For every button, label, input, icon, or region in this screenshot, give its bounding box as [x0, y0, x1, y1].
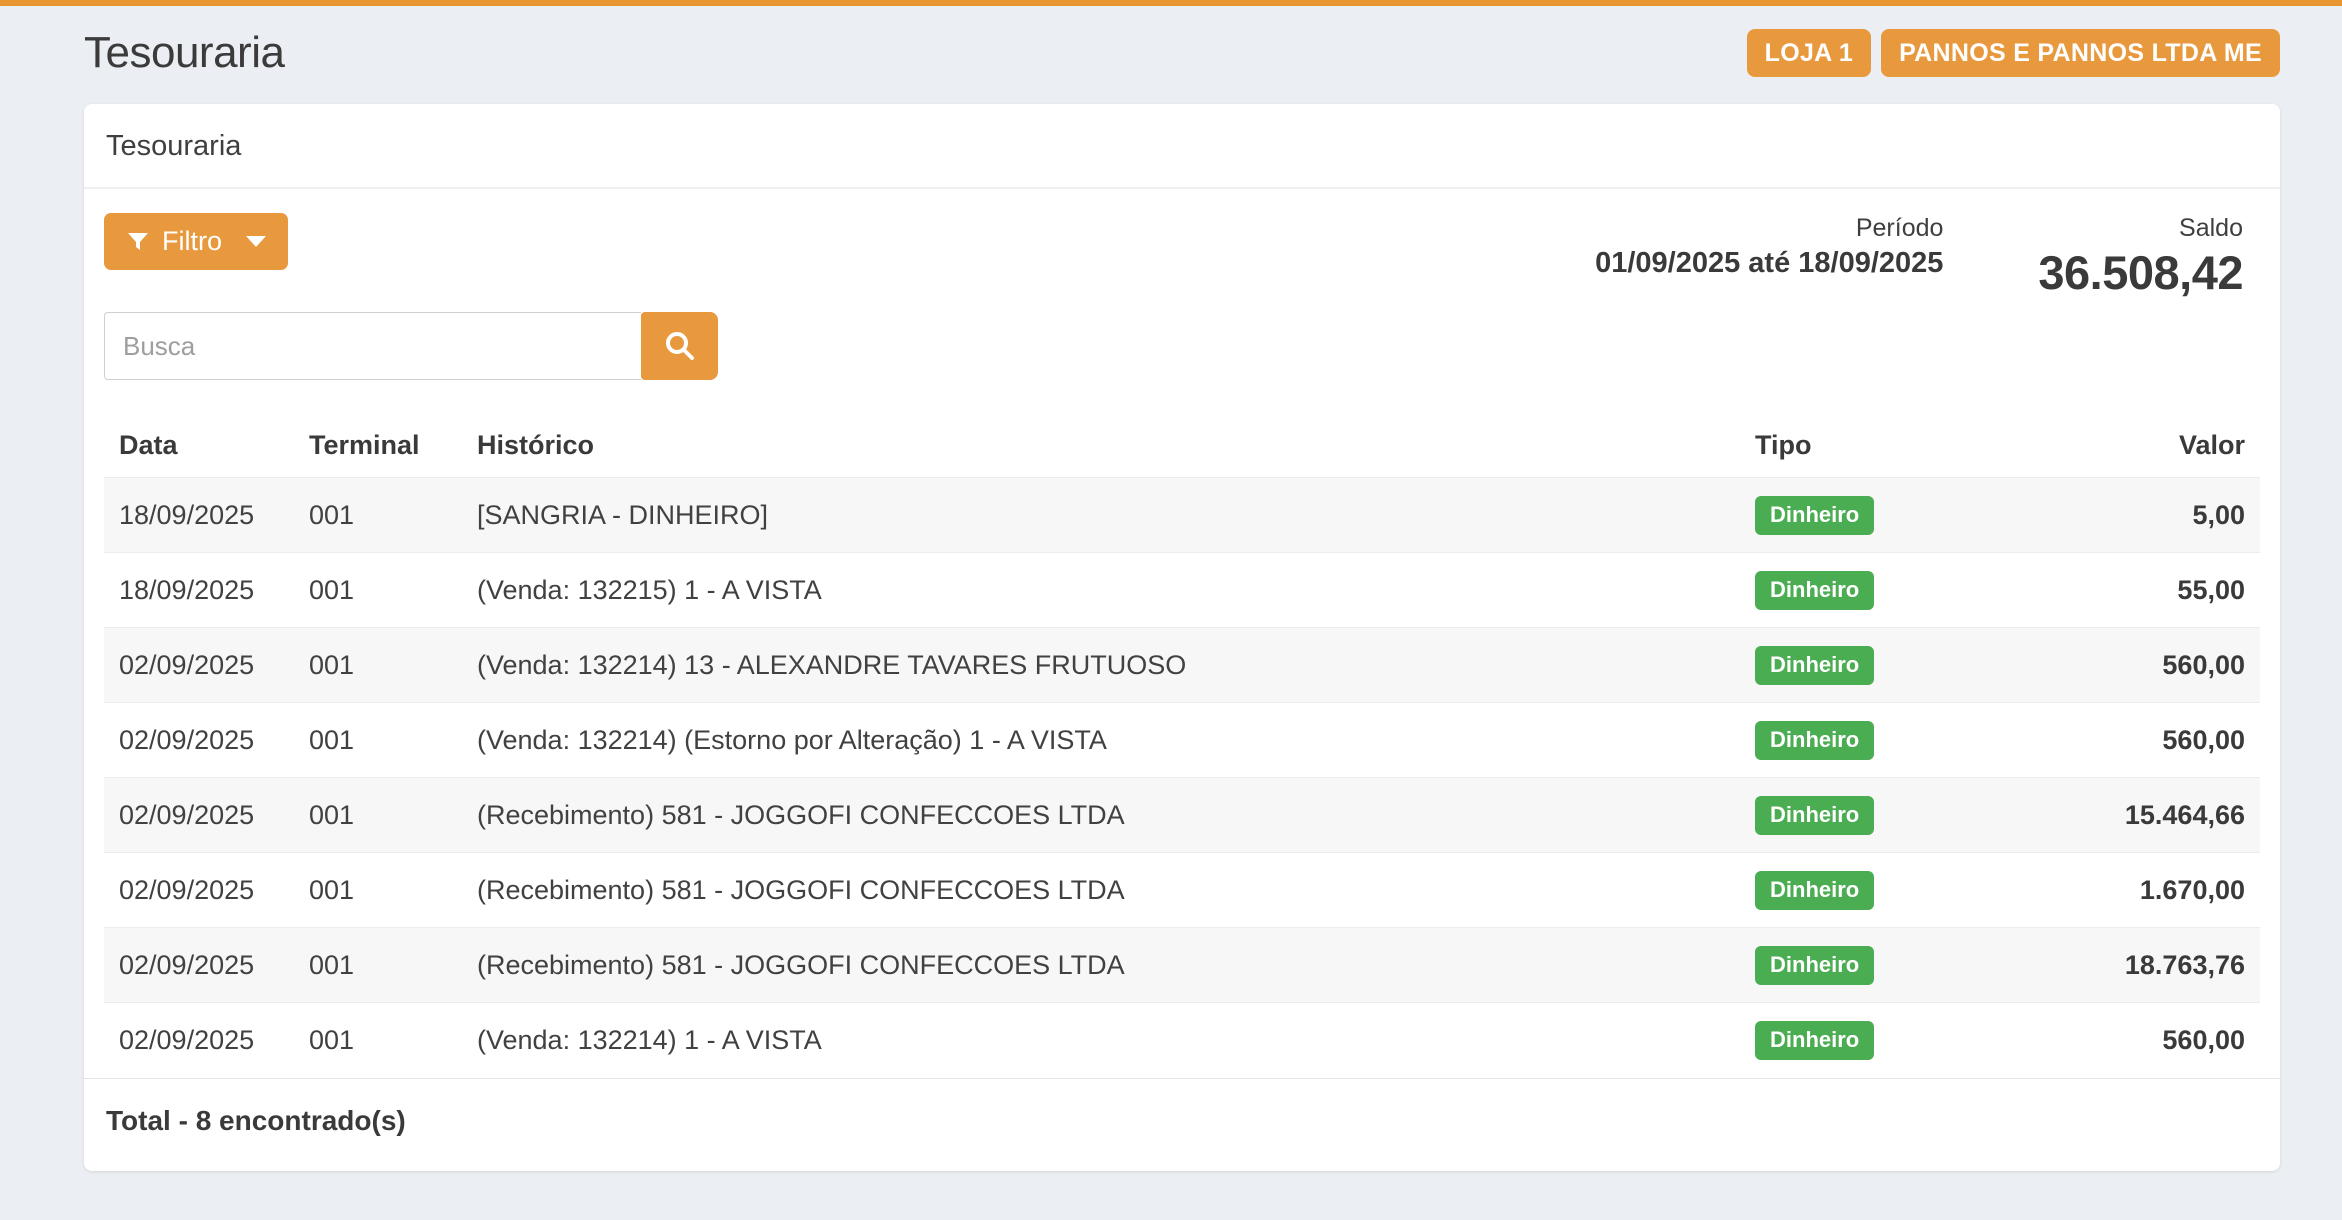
table-row[interactable]: 18/09/2025 001 [SANGRIA - DINHEIRO] Dinheir…	[104, 477, 2260, 553]
funnel-icon	[126, 230, 150, 254]
cell-historico: (Venda: 132214) 1 - A VISTA	[477, 1024, 822, 1055]
cell-terminal: 001	[309, 874, 355, 905]
cell-valor: 55,00	[2177, 574, 2245, 605]
cell-historico: (Venda: 132215) 1 - A VISTA	[477, 574, 822, 605]
table-row[interactable]: 02/09/2025 001 (Venda: 132214) 1 - A VISTA…	[104, 1002, 2260, 1078]
tipo-badge: Dinheiro	[1755, 870, 1875, 910]
page-title: Tesouraria	[84, 28, 285, 77]
cell-historico: (Recebimento) 581 - JOGGOFI CONFECCOES L…	[477, 949, 1125, 980]
total-count: Total - 8 encontrado(s)	[84, 1077, 2280, 1171]
cell-valor: 5,00	[2192, 499, 2245, 530]
cell-tipo: Dinheiro	[1740, 478, 2070, 553]
periodo-value: 01/09/2025 até 18/09/2025	[1595, 247, 1944, 279]
search-button[interactable]	[641, 312, 718, 380]
cell-tipo: Dinheiro	[1740, 853, 2070, 928]
tipo-badge: Dinheiro	[1755, 945, 1875, 985]
table-row[interactable]: 02/09/2025 001 (Venda: 132214) (Estorno po…	[104, 702, 2260, 778]
cell-data: 02/09/2025	[119, 799, 255, 830]
cell-data: 02/09/2025	[119, 724, 255, 755]
column-header-historico: Histórico	[477, 430, 595, 460]
tipo-badge: Dinheiro	[1755, 1020, 1875, 1060]
cell-historico: (Venda: 132214) 13 - ALEXANDRE TAVARES F…	[477, 649, 1187, 680]
company-button[interactable]: PANNOS E PANNOS LTDA ME	[1881, 29, 2280, 77]
cell-tipo: Dinheiro	[1740, 553, 2070, 628]
table-body: 18/09/2025 001 [SANGRIA - DINHEIRO] Dinheir…	[104, 477, 2260, 1078]
chevron-down-icon	[246, 236, 266, 247]
column-header-data: Data	[119, 430, 178, 460]
cell-tipo: Dinheiro	[1740, 1003, 2070, 1078]
tesouraria-card: Tesouraria Filtro Período 01/09/2025 até…	[84, 104, 2280, 1171]
store-button[interactable]: LOJA 1	[1746, 29, 1872, 77]
saldo-block: Saldo 36.508,42	[2038, 213, 2243, 300]
periodo-block: Período 01/09/2025 até 18/09/2025	[1595, 213, 1943, 300]
table-row[interactable]: 02/09/2025 001 (Recebimento) 581 - JOGGOFI…	[104, 852, 2260, 928]
cell-historico: (Recebimento) 581 - JOGGOFI CONFECCOES L…	[477, 874, 1125, 905]
cell-valor: 18.763,76	[2124, 949, 2245, 980]
tipo-badge: Dinheiro	[1755, 495, 1875, 535]
header-tags: LOJA 1 PANNOS E PANNOS LTDA ME	[1746, 29, 2280, 77]
tipo-badge: Dinheiro	[1755, 720, 1875, 760]
table-row[interactable]: 02/09/2025 001 (Recebimento) 581 - JOGGOFI…	[104, 777, 2260, 853]
filter-label: Filtro	[162, 226, 222, 256]
tipo-badge: Dinheiro	[1755, 795, 1875, 835]
transactions-table: Data Terminal Histórico Tipo Valor 18/09…	[104, 408, 2260, 1078]
saldo-value: 36.508,42	[2038, 246, 2243, 299]
tipo-badge: Dinheiro	[1755, 570, 1875, 610]
cell-valor: 560,00	[2162, 724, 2245, 755]
search-group	[104, 312, 718, 380]
summary-stats: Período 01/09/2025 até 18/09/2025 Saldo …	[1595, 213, 2260, 300]
cell-data: 02/09/2025	[119, 649, 255, 680]
saldo-label: Saldo	[2179, 214, 2243, 242]
cell-tipo: Dinheiro	[1740, 928, 2070, 1003]
periodo-label: Período	[1855, 214, 1944, 242]
cell-terminal: 001	[309, 649, 355, 680]
cell-terminal: 001	[309, 499, 355, 530]
column-header-tipo: Tipo	[1755, 430, 1812, 460]
tipo-badge: Dinheiro	[1755, 645, 1875, 685]
cell-data: 02/09/2025	[119, 874, 255, 905]
cell-valor: 560,00	[2162, 1024, 2245, 1055]
search-icon	[663, 329, 697, 363]
column-header-valor: Valor	[2178, 430, 2245, 460]
cell-terminal: 001	[309, 724, 355, 755]
cell-tipo: Dinheiro	[1740, 703, 2070, 778]
top-accent-bar	[0, 0, 2342, 6]
cell-tipo: Dinheiro	[1740, 778, 2070, 853]
table-header-row: Data Terminal Histórico Tipo Valor	[104, 408, 2260, 478]
cell-valor: 1.670,00	[2139, 874, 2245, 905]
cell-data: 18/09/2025	[119, 574, 255, 605]
cell-data: 02/09/2025	[119, 949, 255, 980]
cell-terminal: 001	[309, 799, 355, 830]
cell-historico: (Venda: 132214) (Estorno por Alteração) …	[477, 724, 1107, 755]
table-row[interactable]: 02/09/2025 001 (Venda: 132214) 13 - ALEXAN…	[104, 627, 2260, 703]
cell-valor: 560,00	[2162, 649, 2245, 680]
cell-data: 18/09/2025	[119, 499, 255, 530]
cell-terminal: 001	[309, 949, 355, 980]
cell-historico: [SANGRIA - DINHEIRO]	[477, 499, 769, 530]
cell-valor: 15.464,66	[2124, 799, 2245, 830]
table-row[interactable]: 18/09/2025 001 (Venda: 132215) 1 - A VISTA…	[104, 552, 2260, 628]
table-row[interactable]: 02/09/2025 001 (Recebimento) 581 - JOGGOFI…	[104, 927, 2260, 1003]
card-title: Tesouraria	[84, 104, 2280, 189]
cell-terminal: 001	[309, 1024, 355, 1055]
cell-tipo: Dinheiro	[1740, 628, 2070, 703]
cell-historico: (Recebimento) 581 - JOGGOFI CONFECCOES L…	[477, 799, 1125, 830]
page-header: Tesouraria LOJA 1 PANNOS E PANNOS LTDA M…	[0, 6, 2342, 78]
cell-data: 02/09/2025	[119, 1024, 255, 1055]
search-input[interactable]	[104, 312, 641, 380]
filter-dropdown-button[interactable]: Filtro	[104, 213, 288, 270]
cell-terminal: 001	[309, 574, 355, 605]
column-header-terminal: Terminal	[309, 430, 420, 460]
